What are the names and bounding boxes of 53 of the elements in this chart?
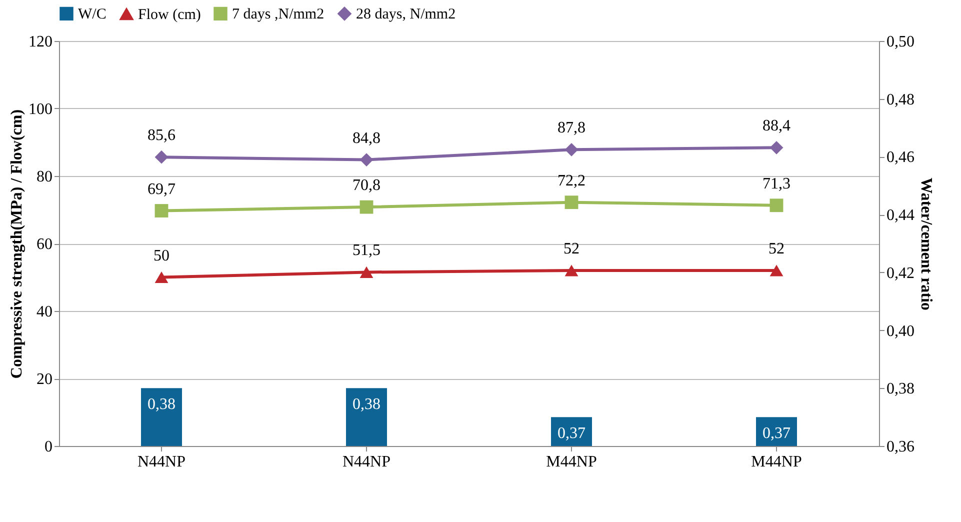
y2-tick-label: 0,42	[886, 264, 914, 282]
data-label: 72,2	[558, 172, 586, 190]
y-tick-label: 40	[36, 304, 52, 320]
data-label: 0,38	[352, 396, 380, 414]
data-label: 0,38	[148, 396, 176, 414]
data-label: 69,7	[148, 180, 176, 198]
data-label: 50	[154, 247, 170, 264]
point	[360, 266, 374, 278]
data-label: 84,8	[352, 130, 380, 147]
legend-label: 7 days ,N/mm2	[232, 6, 324, 23]
point	[154, 150, 168, 164]
y2-axis-title: Water/cement ratio	[918, 178, 934, 310]
point	[564, 196, 578, 210]
point	[360, 200, 374, 214]
point	[770, 264, 784, 276]
y-tick-label: 100	[28, 101, 52, 118]
data-label: 0,37	[762, 425, 790, 442]
legend-label: Flow (cm)	[138, 7, 201, 24]
data-label: 51,5	[352, 242, 380, 260]
point	[154, 271, 168, 284]
y-tick-label: 120	[28, 34, 52, 50]
point	[564, 142, 578, 156]
data-label: 87,8	[558, 120, 586, 137]
point	[770, 140, 784, 154]
legend-label: W/C	[78, 6, 106, 23]
y-axis-title: Compressive strength(MPa) / Flow(cm)	[8, 109, 26, 379]
y2-tick-label: 0,48	[886, 91, 914, 108]
data-label: 0,37	[558, 425, 586, 442]
data-label: 52	[768, 240, 784, 258]
y2-tick-label: 0,36	[886, 438, 914, 456]
data-label: 85,6	[148, 127, 176, 144]
y-tick-label: 80	[36, 168, 52, 186]
y-tick-label: 0	[44, 438, 52, 456]
data-label: 70,8	[352, 177, 380, 194]
data-label: 52	[564, 240, 580, 258]
x-tick-label: M44NP	[751, 454, 802, 470]
data-label: 71,3	[762, 175, 790, 192]
point	[770, 198, 784, 212]
y-tick-label: 20	[36, 371, 52, 388]
legend-label: 28 days, N/mm2	[356, 6, 456, 23]
y-tick-label: 60	[36, 236, 52, 253]
y2-tick-label: 0,50	[886, 34, 914, 50]
point	[360, 153, 374, 167]
y2-tick-label: 0,46	[886, 149, 914, 166]
x-tick-label: N44NP	[137, 454, 186, 470]
y2-tick-label: 0,44	[886, 207, 914, 224]
x-tick-label: M44NP	[546, 454, 597, 470]
y2-tick-label: 0,40	[886, 322, 914, 340]
point	[154, 204, 168, 218]
y2-tick-label: 0,38	[886, 380, 914, 398]
x-tick-label: N44NP	[342, 454, 391, 470]
point	[564, 264, 578, 276]
data-label: 88,4	[762, 118, 790, 135]
